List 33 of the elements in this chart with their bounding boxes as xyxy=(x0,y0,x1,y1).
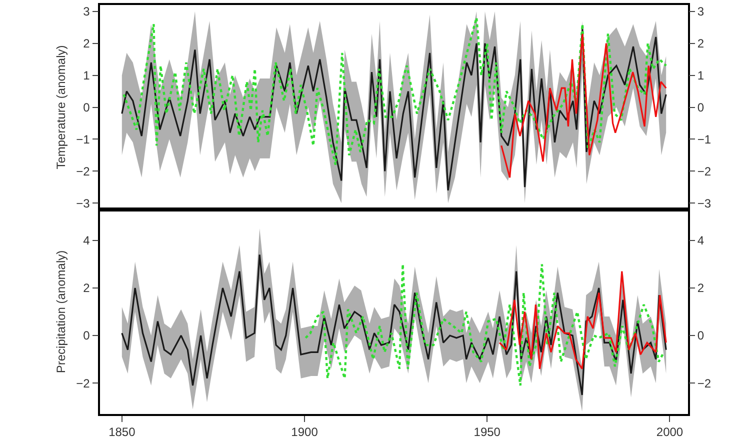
y2-tick-label: −2 xyxy=(697,376,712,390)
y-axis-title: Precipitation (anomaly) xyxy=(54,250,68,374)
line-series xyxy=(122,16,668,166)
y-tick-label: −3 xyxy=(76,196,90,210)
y2-tick-label: 0 xyxy=(697,328,704,343)
y2-tick-label: −2 xyxy=(697,164,712,178)
line-series xyxy=(121,254,667,396)
y-tick-label: −2 xyxy=(76,376,90,390)
line-series xyxy=(498,270,667,370)
y-tick-label: −1 xyxy=(76,132,90,146)
y-tick-label: 3 xyxy=(83,4,90,19)
y-tick-label: 0 xyxy=(83,328,90,343)
y2-tick-label: 3 xyxy=(697,4,704,19)
y2-tick-label: 2 xyxy=(697,281,704,296)
y-axis-title: Temperature (anomaly) xyxy=(54,45,68,170)
y2-tick-label: 1 xyxy=(697,68,704,82)
x-tick-label: 1950 xyxy=(474,425,501,440)
y-tick-label: 0 xyxy=(83,100,90,114)
x-tick-label: 2000 xyxy=(656,425,684,440)
y-tick-label: 1 xyxy=(83,68,90,82)
y2-tick-label: 0 xyxy=(697,100,704,114)
y2-tick-label: −1 xyxy=(697,132,712,146)
y2-tick-label: 4 xyxy=(697,234,704,248)
y2-tick-label: 2 xyxy=(697,36,704,51)
y-tick-label: −2 xyxy=(76,164,90,178)
y-tick-label: 4 xyxy=(83,234,90,248)
line-series xyxy=(500,32,667,178)
line-series xyxy=(304,263,665,387)
x-tick-label: 1900 xyxy=(291,425,318,440)
y2-tick-label: −3 xyxy=(697,196,712,210)
y-tick-label: 2 xyxy=(83,281,90,296)
y-tick-label: 2 xyxy=(83,36,90,51)
x-tick-label: 1850 xyxy=(108,425,136,440)
